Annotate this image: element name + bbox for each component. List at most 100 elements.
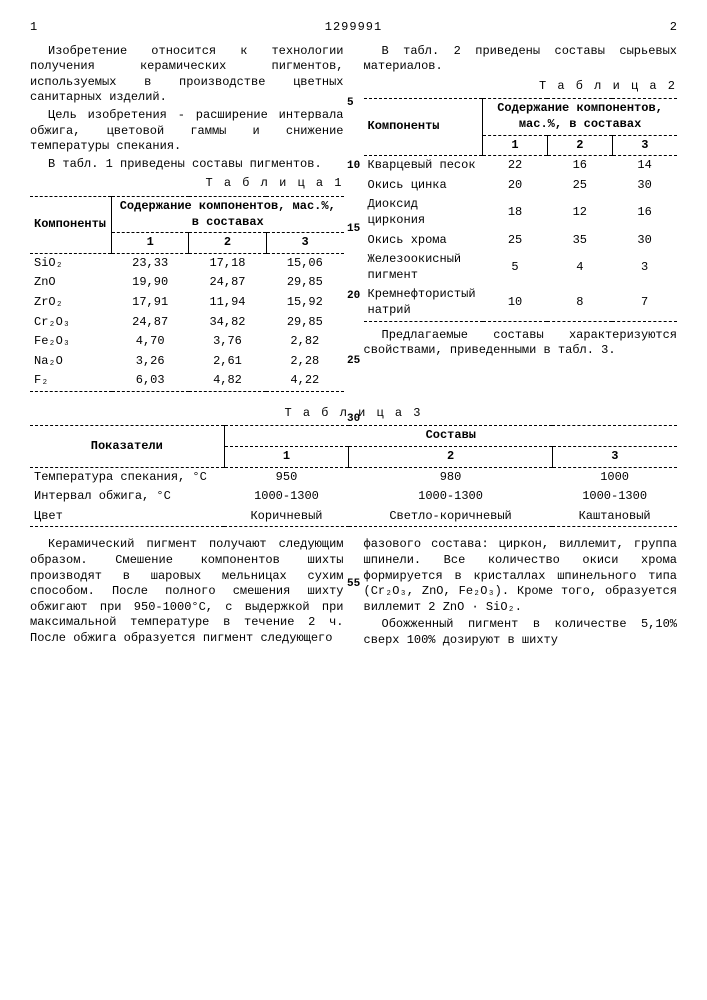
table-cell: Окись хрома <box>364 231 483 251</box>
table-cell: 4,70 <box>112 332 189 352</box>
table-cell: 4,82 <box>189 371 266 391</box>
table-cell: Коричневый <box>224 507 349 527</box>
table-cell: 1000 <box>552 467 677 487</box>
table1-title: Т а б л и ц а 1 <box>30 176 344 192</box>
table-cell: F₂ <box>30 371 112 391</box>
table-cell: 15,06 <box>266 253 343 273</box>
table3: Показатели Составы 1 2 3 Температура спе… <box>30 425 677 527</box>
page-num-left: 1 <box>30 20 37 36</box>
table-header: Содержание компонентов, мас.%, в состава… <box>483 99 677 135</box>
right-column: В табл. 2 приведены составы сырьевых мат… <box>364 44 678 398</box>
table-cell: 950 <box>224 467 349 487</box>
table-header: Компоненты <box>30 196 112 253</box>
paragraph: Цель изобретения - расширение интервала … <box>30 108 344 155</box>
table-cell: Cr₂O₃ <box>30 313 112 333</box>
table-cell: 18 <box>483 195 548 230</box>
table-header: Показатели <box>30 426 224 467</box>
page-header: 1 1299991 2 <box>30 20 677 36</box>
paragraph: В табл. 1 приведены составы пигментов. <box>30 157 344 173</box>
table-cell: 24,87 <box>189 273 266 293</box>
table-cell: Кремнефтористый натрий <box>364 285 483 321</box>
table-cell: 20 <box>483 176 548 196</box>
table-cell: Окись цинка <box>364 176 483 196</box>
bottom-right: фазового состава: циркон, виллемит, груп… <box>364 537 678 650</box>
table-cell: Интервал обжига, °С <box>30 487 224 507</box>
line-number: 20 <box>347 289 360 303</box>
table-cell: 19,90 <box>112 273 189 293</box>
table-cell: 3,76 <box>189 332 266 352</box>
table-cell: 25 <box>483 231 548 251</box>
table-cell: 16 <box>547 156 612 176</box>
table-cell: ZrO₂ <box>30 293 112 313</box>
table-cell: 29,85 <box>266 273 343 293</box>
table-cell: Светло-коричневый <box>349 507 552 527</box>
table-cell: ZnO <box>30 273 112 293</box>
line-number: 15 <box>347 222 360 236</box>
table-cell: 17,91 <box>112 293 189 313</box>
table-cell: 16 <box>612 195 677 230</box>
table-cell: 25 <box>547 176 612 196</box>
paragraph: Предлагаемые составы характеризуются сво… <box>364 328 678 359</box>
table-cell: Кварцевый песок <box>364 156 483 176</box>
table-cell: Железоокисный пигмент <box>364 250 483 285</box>
left-column: Изобретение относится к технологии получ… <box>30 44 344 398</box>
line-number: 55 <box>347 577 360 591</box>
table-cell: 2,61 <box>189 352 266 372</box>
paragraph: В табл. 2 приведены составы сырьевых мат… <box>364 44 678 75</box>
table-cell: 22 <box>483 156 548 176</box>
table-cell: 30 <box>612 231 677 251</box>
table-cell: 35 <box>547 231 612 251</box>
line-number: 10 <box>347 159 360 173</box>
table2-title: Т а б л и ц а 2 <box>364 79 678 95</box>
table-subhead: 3 <box>266 233 343 254</box>
paragraph: Обожженный пигмент в количестве 5,10% св… <box>364 617 678 648</box>
table-subhead: 1 <box>224 447 349 468</box>
table-cell: 4,22 <box>266 371 343 391</box>
doc-number: 1299991 <box>37 20 670 36</box>
table-cell: 29,85 <box>266 313 343 333</box>
bottom-left: Керамический пигмент получают следующим … <box>30 537 344 650</box>
table1: Компоненты Содержание компонентов, мас.%… <box>30 196 344 392</box>
table-subhead: 3 <box>612 135 677 156</box>
table-cell: 15,92 <box>266 293 343 313</box>
paragraph: Изобретение относится к технологии получ… <box>30 44 344 106</box>
table2: Компоненты Содержание компонентов, мас.%… <box>364 98 678 321</box>
table-cell: 17,18 <box>189 253 266 273</box>
table-cell: 3,26 <box>112 352 189 372</box>
table-cell: 1000-1300 <box>224 487 349 507</box>
table-subhead: 3 <box>552 447 677 468</box>
table-cell: 6,03 <box>112 371 189 391</box>
table-cell: 5 <box>483 250 548 285</box>
table-cell: Температура спекания, °С <box>30 467 224 487</box>
table-cell: 10 <box>483 285 548 321</box>
table-cell: 980 <box>349 467 552 487</box>
table-cell: 12 <box>547 195 612 230</box>
table-subhead: 2 <box>547 135 612 156</box>
table-subhead: 1 <box>483 135 548 156</box>
table-cell: Цвет <box>30 507 224 527</box>
line-number: 25 <box>347 354 360 368</box>
table-cell: 30 <box>612 176 677 196</box>
paragraph: фазового состава: циркон, виллемит, груп… <box>364 537 678 615</box>
table-subhead: 1 <box>112 233 189 254</box>
table-cell: 4 <box>547 250 612 285</box>
table-cell: SiO₂ <box>30 253 112 273</box>
table-header: Составы <box>224 426 677 447</box>
table-cell: 1000-1300 <box>552 487 677 507</box>
table-cell: Диоксид циркония <box>364 195 483 230</box>
line-number: 5 <box>347 96 354 110</box>
table-cell: 2,82 <box>266 332 343 352</box>
paragraph: Керамический пигмент получают следующим … <box>30 537 344 646</box>
table-cell: 8 <box>547 285 612 321</box>
table-header: Содержание компонентов, мас.%, в состава… <box>112 196 344 232</box>
table-cell: 3 <box>612 250 677 285</box>
page-num-right: 2 <box>670 20 677 36</box>
line-number: 30 <box>347 412 360 426</box>
table-subhead: 2 <box>349 447 552 468</box>
table-cell: Каштановый <box>552 507 677 527</box>
table-cell: 1000-1300 <box>349 487 552 507</box>
table-cell: Na₂O <box>30 352 112 372</box>
table-cell: 23,33 <box>112 253 189 273</box>
table-cell: 34,82 <box>189 313 266 333</box>
table-cell: 7 <box>612 285 677 321</box>
